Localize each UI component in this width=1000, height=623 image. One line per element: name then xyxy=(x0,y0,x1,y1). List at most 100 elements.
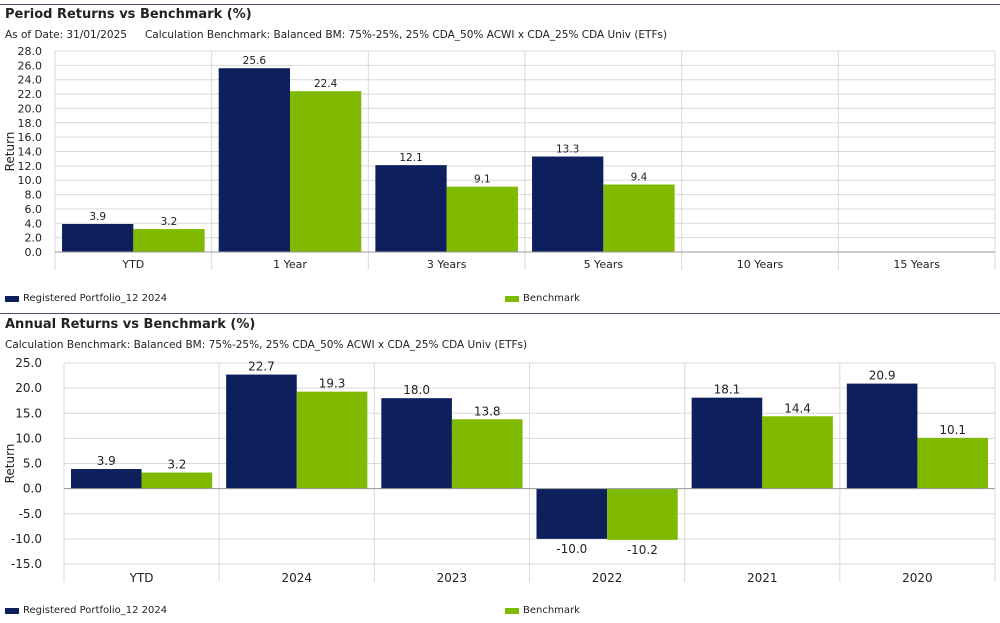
x-category-label: 2024 xyxy=(281,571,312,585)
legend-label-portfolio: Registered Portfolio_12 2024 xyxy=(23,605,168,616)
x-category-label: 15 Years xyxy=(893,258,940,271)
data-label: 13.3 xyxy=(556,144,579,156)
data-label: 10.1 xyxy=(939,423,966,437)
y-tick-label: 20.0 xyxy=(15,381,42,395)
data-label: 19.3 xyxy=(319,377,346,391)
bar-portfolio xyxy=(381,398,452,489)
data-label: -10.0 xyxy=(556,542,587,556)
x-category-label: 10 Years xyxy=(737,258,784,271)
data-label: 22.7 xyxy=(248,360,275,374)
y-axis-label: Return xyxy=(3,444,17,484)
legend-label-benchmark: Benchmark xyxy=(523,605,580,616)
x-category-label: 2023 xyxy=(437,571,468,585)
period-calc-benchmark: Calculation Benchmark: Balanced BM: 75%-… xyxy=(144,29,668,41)
y-tick-label: 24.0 xyxy=(18,74,43,87)
data-label: 3.9 xyxy=(97,454,116,468)
annual-returns-chart: -15.0 -10.0 -5.0 0.0 5.0 10.0 15.0 20.0 25.0 Retu… xyxy=(3,356,996,585)
legend-label-portfolio: Registered Portfolio_12 2024 xyxy=(23,293,168,304)
top-chart-rule xyxy=(0,4,1000,5)
as-of-date: As of Date: 31/01/2025 xyxy=(5,29,127,41)
legend-item-benchmark: Benchmark xyxy=(505,293,580,304)
y-tick-label: 2.0 xyxy=(25,232,43,245)
y-tick-label: 10.0 xyxy=(15,431,42,445)
y-tick-label: 28.0 xyxy=(18,45,43,58)
data-label: 9.4 xyxy=(631,172,648,184)
x-category-label: YTD xyxy=(129,571,154,585)
bar-portfolio xyxy=(532,156,604,252)
period-returns-legend: Registered Portfolio_12 2024 Benchmark xyxy=(0,293,1000,307)
data-label: 12.1 xyxy=(399,152,422,164)
bar-portfolio xyxy=(62,224,134,252)
y-tick-label: 20.0 xyxy=(18,102,43,115)
legend-item-portfolio: Registered Portfolio_12 2024 xyxy=(5,293,167,304)
y-tick-label: 25.0 xyxy=(15,356,42,370)
y-tick-label: 18.0 xyxy=(18,117,43,130)
legend-item-portfolio: Registered Portfolio_12 2024 xyxy=(5,605,167,616)
y-tick-label: -5.0 xyxy=(19,507,42,521)
bar-benchmark xyxy=(762,416,833,489)
y-tick-label: 0.0 xyxy=(23,482,42,496)
x-category-label: 1 Year xyxy=(273,258,307,271)
x-category-label: 3 Years xyxy=(427,258,467,271)
data-label: 14.4 xyxy=(784,401,811,415)
y-tick-label: 22.0 xyxy=(18,88,43,101)
y-tick-label: 0.0 xyxy=(25,246,43,259)
period-returns-title: Period Returns vs Benchmark (%) xyxy=(5,7,252,22)
bar-benchmark xyxy=(603,184,675,252)
x-category-label: 2020 xyxy=(902,571,933,585)
y-tick-label: 10.0 xyxy=(18,174,43,187)
data-label: -10.2 xyxy=(627,543,658,557)
x-category-label: 2022 xyxy=(592,571,623,585)
data-label: 25.6 xyxy=(243,55,267,67)
period-returns-subtitle: As of Date: 31/01/2025 Calculation Benchm… xyxy=(5,29,667,41)
legend-swatch-benchmark xyxy=(505,295,519,302)
bar-portfolio xyxy=(70,469,142,489)
y-tick-label: 14.0 xyxy=(18,146,43,159)
bar-portfolio xyxy=(846,383,918,489)
y-tick-label: 4.0 xyxy=(25,217,43,230)
data-label: 3.2 xyxy=(161,216,178,228)
legend-swatch-portfolio xyxy=(5,295,19,302)
legend-item-benchmark: Benchmark xyxy=(505,605,580,616)
legend-swatch-benchmark xyxy=(505,607,519,614)
y-tick-label: 8.0 xyxy=(25,189,43,202)
data-label: 3.2 xyxy=(167,458,186,472)
bar-benchmark xyxy=(446,186,518,252)
annual-calc-benchmark: Calculation Benchmark: Balanced BM: 75%-… xyxy=(5,339,528,351)
y-tick-label: 6.0 xyxy=(25,203,43,216)
x-category-label: 5 Years xyxy=(584,258,624,271)
legend-swatch-portfolio xyxy=(5,607,19,614)
y-tick-label: -15.0 xyxy=(11,557,42,571)
bar-benchmark xyxy=(141,472,213,489)
bar-portfolio xyxy=(226,374,297,489)
bar-portfolio xyxy=(375,165,447,252)
y-tick-label: 5.0 xyxy=(23,457,42,471)
data-label: 3.9 xyxy=(89,211,106,223)
data-label: 18.1 xyxy=(714,383,741,397)
data-label: 22.4 xyxy=(314,78,338,90)
period-returns-chart: 0.02.04.06.08.010.012.014.016.018.020.02… xyxy=(3,45,996,271)
y-tick-label: -10.0 xyxy=(11,532,42,546)
y-tick-label: 12.0 xyxy=(18,160,43,173)
x-category-label: 2021 xyxy=(747,571,778,585)
bar-benchmark xyxy=(296,391,368,489)
bar-benchmark xyxy=(917,437,989,489)
bar-portfolio xyxy=(691,397,763,489)
annual-returns-legend: Registered Portfolio_12 2024 Benchmark xyxy=(0,605,1000,619)
bar-benchmark xyxy=(451,419,523,489)
data-label: 9.1 xyxy=(474,174,491,186)
y-tick-label: 26.0 xyxy=(18,59,43,72)
bar-benchmark xyxy=(133,229,205,252)
data-label: 20.9 xyxy=(869,369,896,383)
bar-portfolio xyxy=(536,488,608,539)
y-tick-label: 15.0 xyxy=(15,406,42,420)
bottom-chart-rule xyxy=(0,313,1000,314)
bar-benchmark xyxy=(607,488,678,540)
y-tick-label: 16.0 xyxy=(18,131,43,144)
data-label: 13.8 xyxy=(474,404,501,418)
annual-returns-title: Annual Returns vs Benchmark (%) xyxy=(5,317,256,332)
bar-portfolio xyxy=(218,68,290,252)
data-label: 18.0 xyxy=(403,383,430,397)
bar-benchmark xyxy=(290,91,362,252)
x-category-label: YTD xyxy=(121,258,144,271)
